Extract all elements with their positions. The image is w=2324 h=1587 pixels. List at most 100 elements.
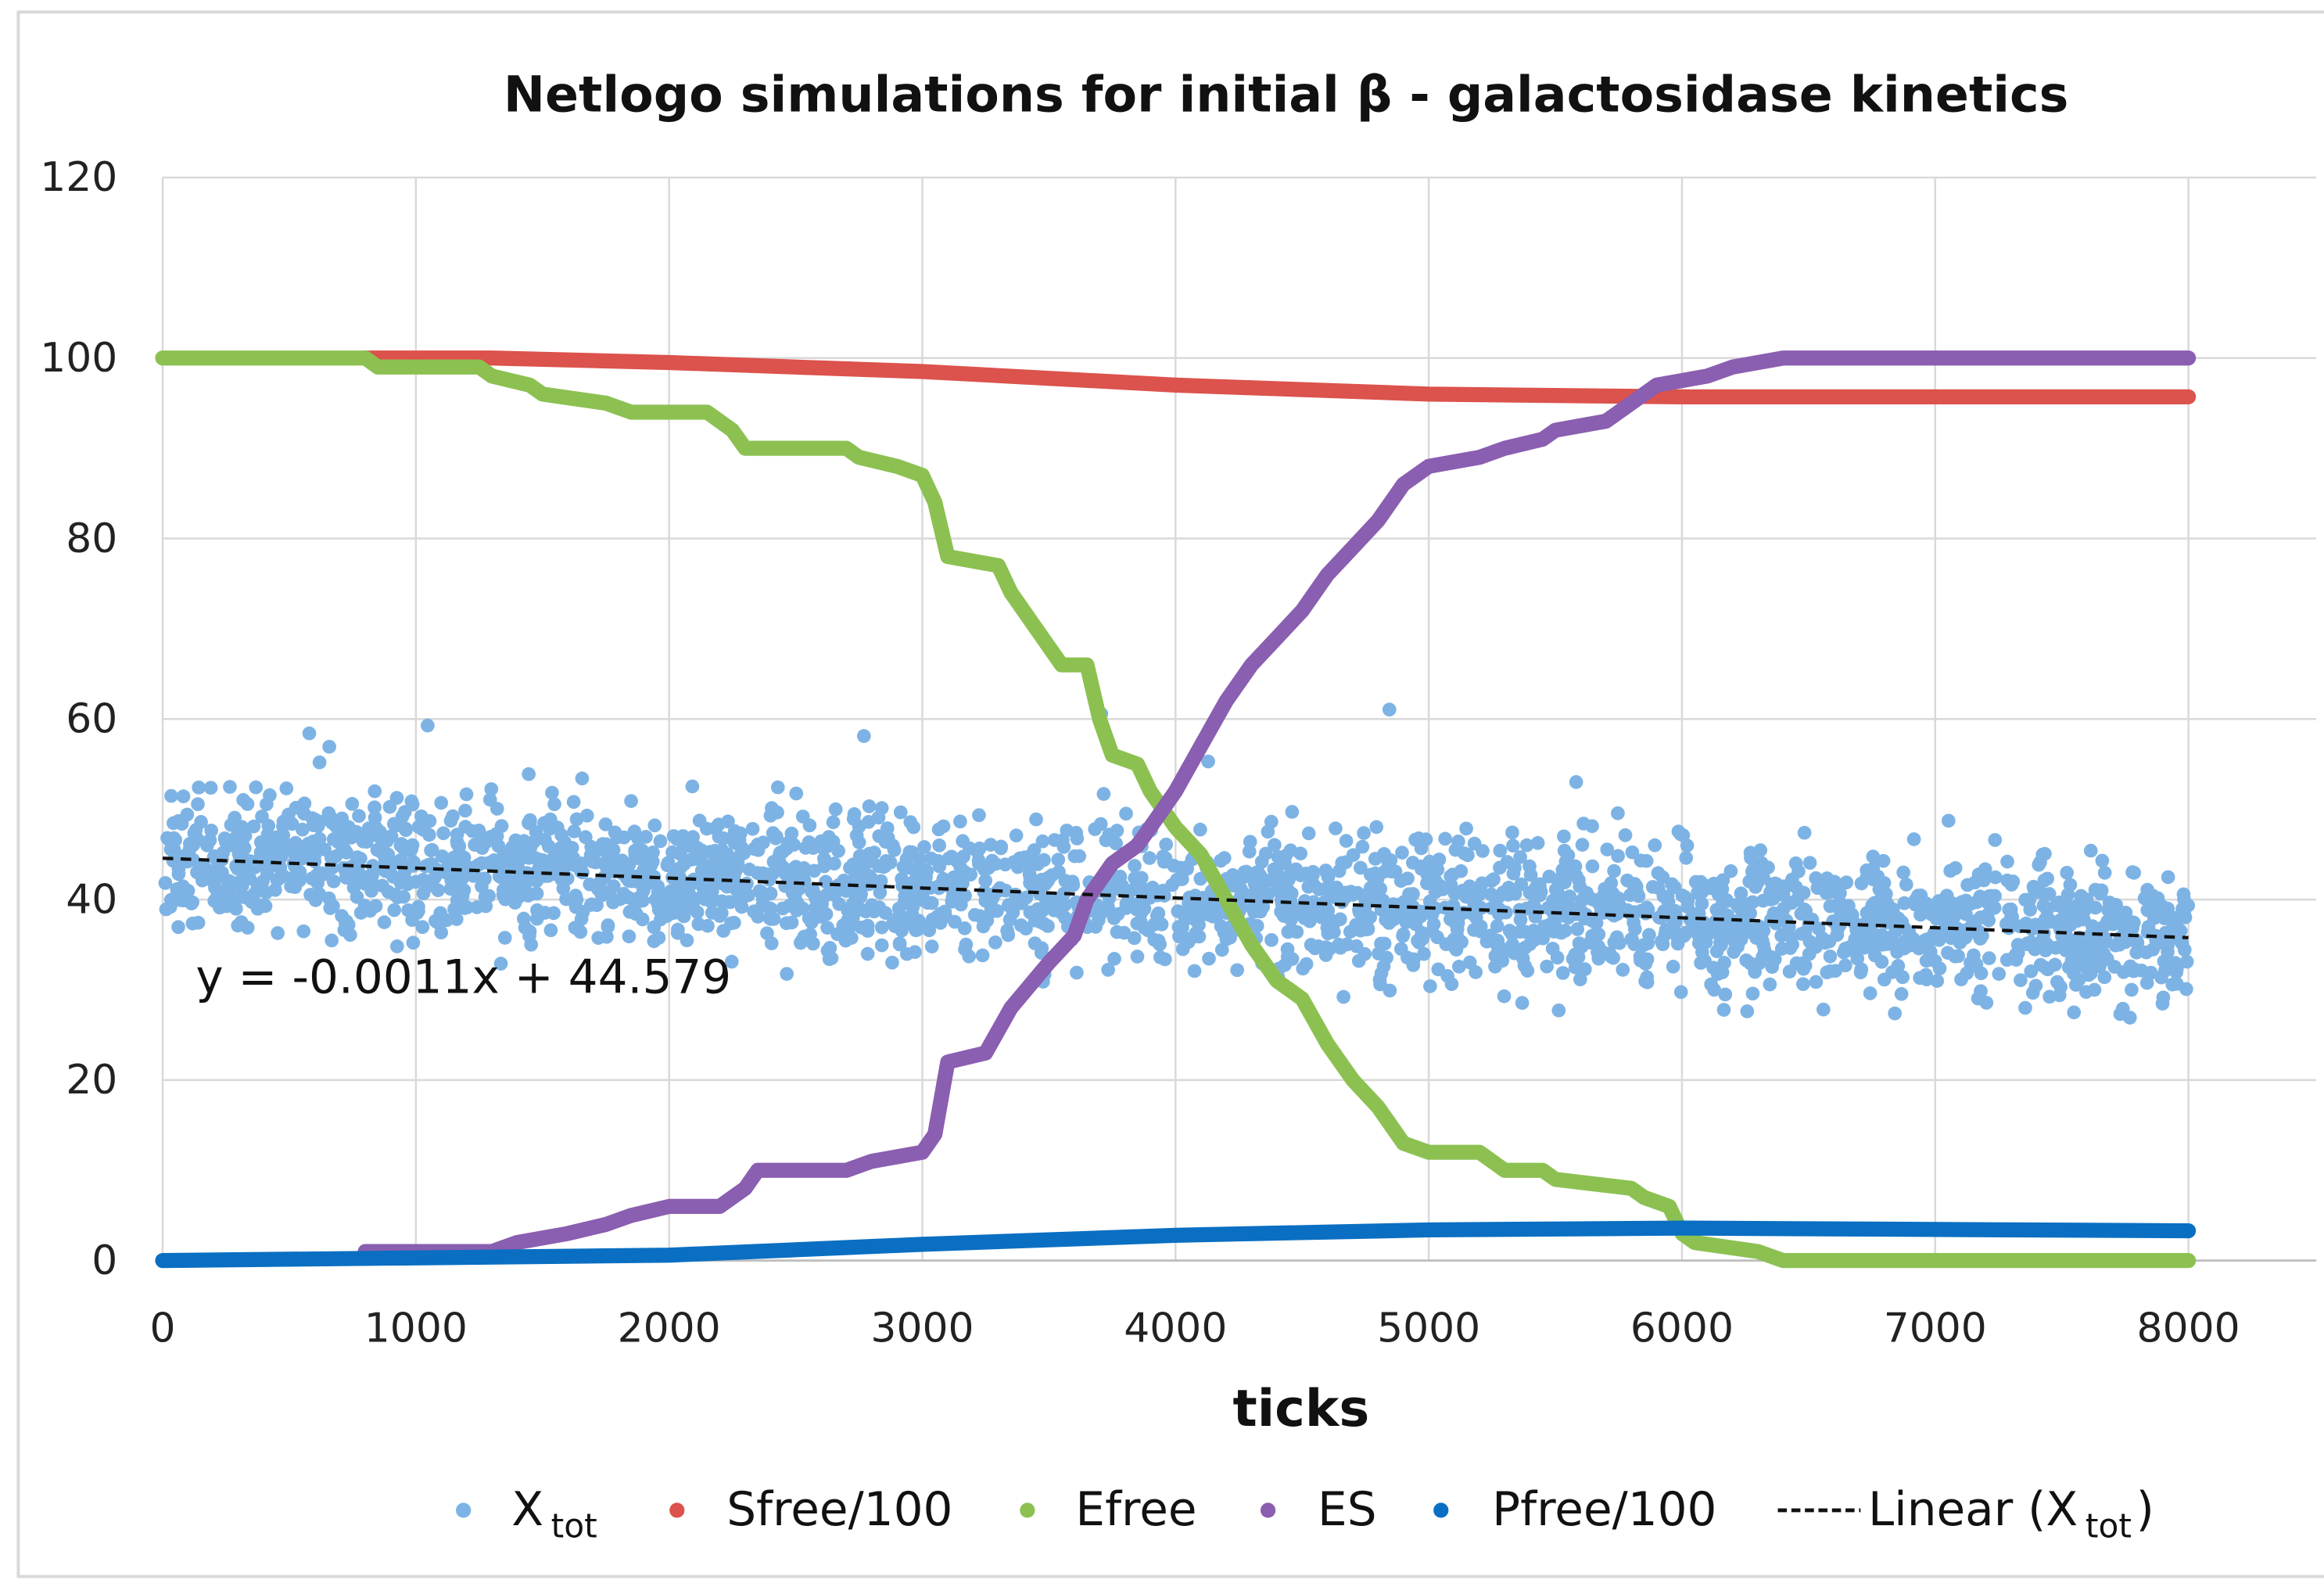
xtot-point (1049, 901, 1063, 915)
xtot-point (1769, 877, 1784, 891)
xtot-point (2018, 1000, 2032, 1015)
xtot-point (1151, 906, 1166, 921)
xtot-point (924, 939, 939, 953)
xtot-point (400, 877, 415, 892)
xtot-point (1037, 853, 1051, 867)
xtot-point (871, 810, 886, 825)
xtot-point (368, 784, 382, 799)
xtot-point (1156, 883, 1171, 898)
xtot-point (724, 954, 739, 969)
xtot-point (972, 841, 987, 856)
xtot-point (1228, 870, 1243, 885)
y-tick-label: 80 (66, 515, 117, 562)
xtot-point (1508, 860, 1522, 875)
xtot-point (171, 867, 186, 881)
xtot-point (554, 872, 569, 887)
xtot-point (2004, 878, 2019, 892)
xtot-point (1941, 813, 1956, 828)
xtot-point (537, 816, 551, 831)
xtot-point (357, 899, 372, 913)
xtot-point (830, 927, 845, 942)
xtot-point (1217, 925, 1232, 940)
xtot-point (2078, 985, 2093, 1000)
xtot-point (1127, 931, 1142, 946)
xtot-point (854, 887, 869, 901)
xtot-point (975, 948, 990, 963)
xtot-point (1230, 963, 1245, 978)
xtot-point (2156, 990, 2171, 1005)
xtot-point (841, 903, 855, 917)
xtot-point (1716, 1003, 1731, 1017)
xtot-point (734, 899, 749, 914)
xtot-point (166, 853, 181, 868)
xtot-point (276, 841, 291, 856)
xtot-point (490, 829, 504, 843)
xtot-point (686, 896, 701, 910)
xtot-point (2169, 976, 2184, 991)
xtot-point (1448, 842, 1463, 857)
xtot-point (545, 785, 559, 800)
xtot-point (352, 809, 366, 824)
xtot-point (978, 874, 993, 888)
xtot-point (762, 911, 777, 925)
xtot-point (1268, 838, 1282, 853)
xtot-point (2009, 947, 2024, 961)
xtot-point (1891, 959, 1906, 973)
xtot-point (1513, 850, 1527, 864)
xtot-point (669, 831, 684, 846)
xtot-point (1484, 887, 1499, 902)
xtot-point (1174, 860, 1188, 875)
xtot-point (2026, 918, 2040, 933)
xtot-point (1823, 964, 1838, 978)
xtot-point (171, 813, 186, 828)
xtot-point (827, 856, 841, 871)
xtot-point (701, 918, 715, 933)
xtot-point (1797, 825, 1812, 840)
xtot-point (1795, 956, 1810, 971)
xtot-point (1151, 933, 1166, 948)
xtot-point (573, 925, 588, 939)
xtot-point (2095, 853, 2110, 868)
x-tick-label: 2000 (618, 1305, 721, 1352)
xtot-point (493, 870, 508, 885)
xtot-point (906, 820, 921, 835)
xtot-point (985, 853, 999, 868)
xtot-point (2024, 935, 2039, 950)
xtot-point (1254, 881, 1268, 896)
xtot-point (1035, 834, 1050, 849)
xtot-point (1878, 913, 1893, 927)
xtot-point (1250, 865, 1264, 880)
xtot-point (1101, 963, 1115, 977)
xtot-point (1006, 855, 1021, 870)
xtot-point (2023, 903, 2038, 917)
xtot-point (957, 921, 972, 935)
xtot-point (1396, 928, 1410, 943)
xtot-point (827, 888, 841, 903)
xtot-point (345, 796, 360, 811)
xtot-point (1171, 920, 1186, 934)
xtot-point (1072, 849, 1087, 864)
xtot-point (1306, 864, 1320, 879)
xtot-point (574, 912, 589, 926)
xtot-point (1572, 936, 1587, 950)
xtot-point (1842, 899, 1856, 914)
xtot-point (522, 925, 537, 939)
xtot-point (288, 848, 303, 862)
xtot-point (170, 887, 185, 901)
xtot-point (507, 896, 522, 910)
xtot-point (779, 916, 794, 931)
xtot-point (1580, 885, 1594, 900)
xtot-point (2000, 854, 2014, 869)
xtot-point (1765, 950, 1780, 964)
xtot-point (1417, 946, 1431, 961)
xtot-point (1314, 908, 1329, 923)
xtot-point (2125, 865, 2139, 879)
efree-line (155, 350, 2197, 1269)
xtot-point (789, 786, 804, 801)
xtot-point (908, 873, 923, 888)
xtot-point (1720, 893, 1734, 907)
xtot-point (600, 929, 614, 944)
xtot-point (1159, 837, 1174, 852)
xtot-point (2075, 933, 2089, 948)
xtot-point (1730, 939, 1745, 953)
